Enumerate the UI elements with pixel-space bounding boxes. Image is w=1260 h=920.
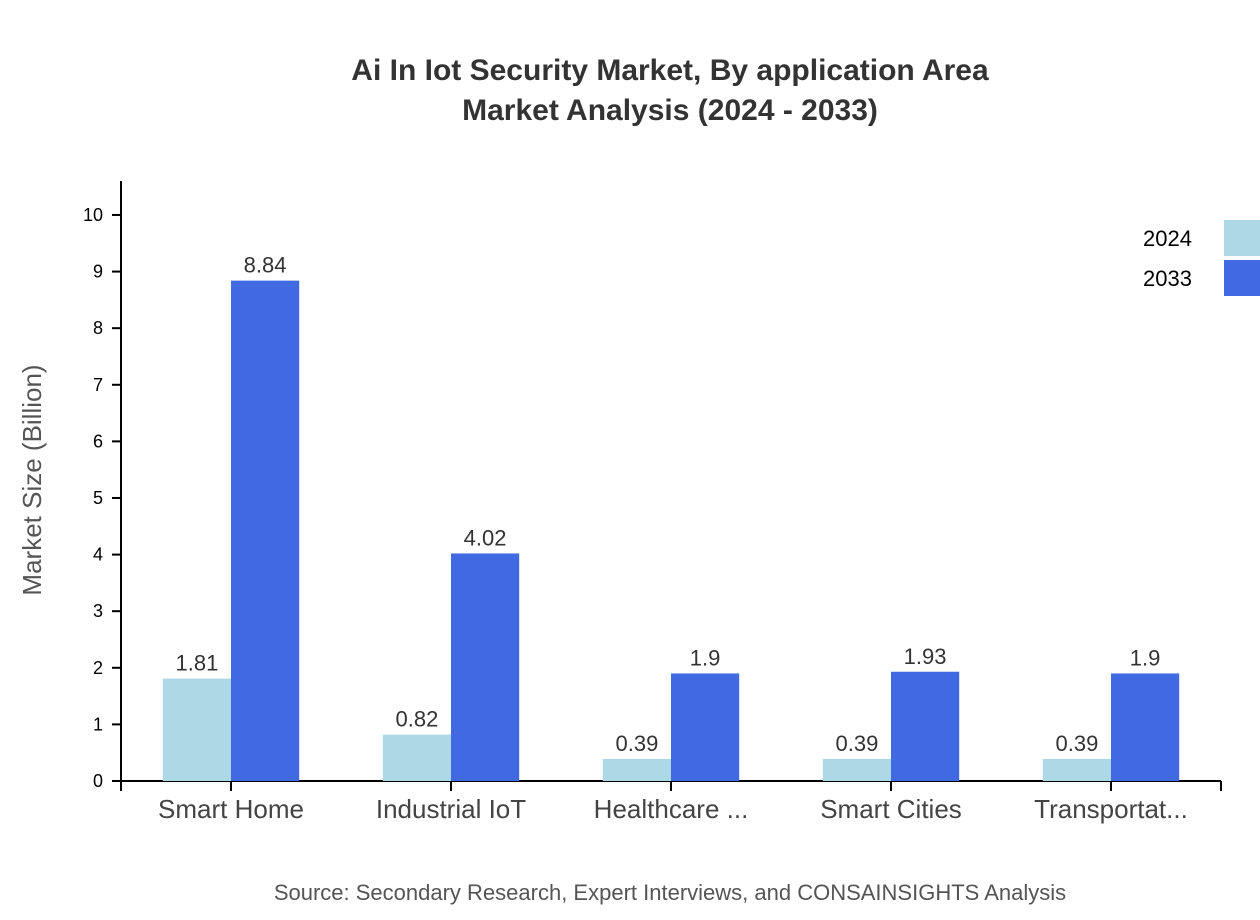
data-label: 4.02 (464, 525, 507, 550)
bar-2024 (822, 758, 891, 781)
chart-title-line-1: Ai In Iot Security Market, By applicatio… (351, 54, 989, 87)
y-tick-label: 2 (93, 658, 103, 678)
y-tick-label: 8 (93, 318, 103, 338)
bars-group: 1.81 8.84 0.82 4.02 0.39 1.9 0.39 1.93 0.39 1.9 (162, 253, 1180, 781)
data-label: 0.39 (615, 731, 658, 756)
y-tick-label: 9 (93, 262, 103, 282)
data-label: 1.93 (904, 644, 947, 669)
y-tick-label: 5 (93, 488, 103, 508)
bar-2024 (602, 758, 671, 781)
y-axis-label: Market Size (Billion) (17, 364, 47, 595)
data-label: 1.9 (1130, 645, 1161, 670)
x-tick-label: Smart Home (158, 794, 304, 824)
data-label: 0.39 (835, 731, 878, 756)
bar-2033 (451, 553, 520, 781)
y-tick-label: 3 (93, 601, 103, 621)
y-tick-label: 10 (83, 205, 103, 225)
bar-2024 (1042, 758, 1111, 781)
y-axis: 0 1 2 3 4 5 6 7 8 9 10 (83, 181, 122, 791)
data-label: 1.81 (175, 651, 218, 676)
y-tick-label: 1 (93, 714, 103, 734)
data-label: 0.82 (395, 707, 438, 732)
bar-2033 (231, 280, 300, 781)
bar-2033 (891, 671, 960, 781)
bar-2033 (671, 673, 740, 781)
legend-label: 2024 (1143, 226, 1192, 251)
data-label: 1.9 (690, 645, 721, 670)
x-tick-label: Transportat... (1034, 794, 1188, 824)
legend-label: 2033 (1143, 266, 1192, 291)
source-note: Source: Secondary Research, Expert Inter… (274, 880, 1066, 905)
data-label: 8.84 (244, 253, 287, 278)
legend-swatch (1224, 220, 1260, 256)
y-tick-label: 7 (93, 375, 103, 395)
x-tick-label: Healthcare ... (594, 794, 749, 824)
chart-title-line-2: Market Analysis (2024 - 2033) (462, 94, 878, 127)
x-tick-label: Industrial IoT (376, 794, 526, 824)
bar-2024 (382, 734, 451, 781)
y-tick-label: 0 (93, 771, 103, 791)
data-label: 0.39 (1055, 731, 1098, 756)
bar-2033 (1111, 673, 1180, 781)
bar-2024 (162, 678, 231, 781)
x-axis: Smart Home Industrial IoT Healthcare ... Sm… (120, 780, 1222, 824)
y-tick-label: 4 (93, 545, 103, 565)
x-tick-label: Smart Cities (820, 794, 962, 824)
legend: 2024 2033 (1143, 220, 1260, 296)
legend-swatch (1224, 260, 1260, 296)
y-tick-label: 6 (93, 431, 103, 451)
